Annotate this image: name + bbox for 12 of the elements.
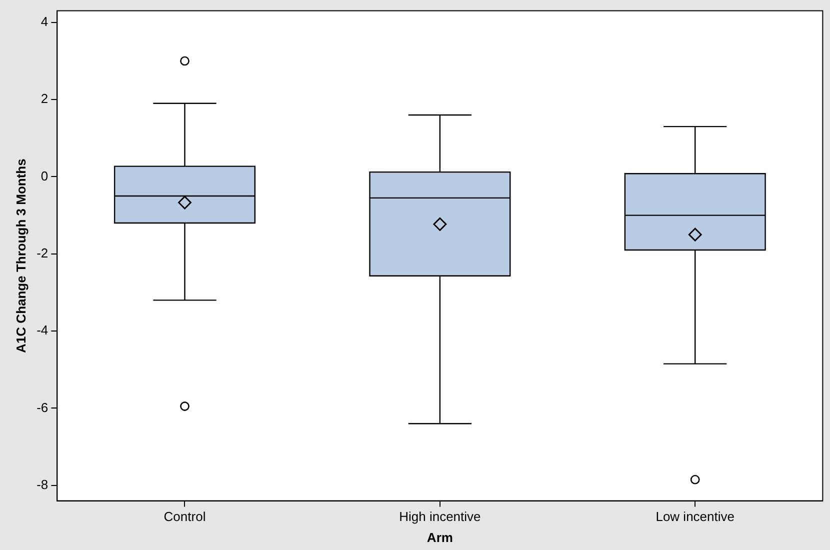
x-tick-label: Low incentive — [656, 509, 734, 524]
x-tick-label: High incentive — [399, 509, 481, 524]
y-axis-title: A1C Change Through 3 Months — [13, 158, 28, 353]
y-tick-label: -2 — [36, 245, 48, 260]
y-tick-label: 2 — [40, 91, 48, 106]
y-tick-label: -8 — [36, 476, 48, 492]
y-tick-label: -6 — [36, 400, 48, 415]
x-axis-title: Arm — [426, 530, 453, 545]
y-tick-label: 0 — [40, 168, 48, 184]
y-tick-label: 4 — [40, 14, 48, 29]
y-tick-label: -4 — [36, 322, 48, 338]
x-tick-label: Control — [164, 509, 206, 524]
